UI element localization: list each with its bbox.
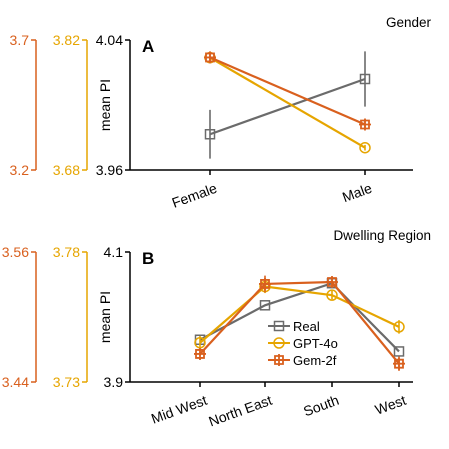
series-gem2f bbox=[204, 51, 371, 131]
panel-b-dwelling-region: 3.56 3.44 3.78 3.73 4.1 3.9 mean PI B Dwelling R… bbox=[2, 228, 431, 429]
legend-label: Gem-2f bbox=[293, 353, 337, 368]
data-point bbox=[393, 321, 405, 333]
data-point bbox=[393, 346, 405, 357]
secondary-axis-gpt4o: 3.82 3.68 bbox=[53, 32, 88, 178]
data-point bbox=[194, 336, 206, 349]
series-line bbox=[209, 56, 366, 149]
secondary-axis-bottom-label: 3.2 bbox=[10, 162, 30, 178]
panel-letter: A bbox=[142, 37, 154, 56]
secondary-axis-top-label: 3.78 bbox=[53, 244, 80, 260]
x-tick-label: Female bbox=[170, 180, 220, 211]
series-line bbox=[199, 285, 400, 344]
secondary-axis-bottom-label: 3.73 bbox=[53, 374, 80, 390]
y-tick-label: 4.1 bbox=[104, 244, 124, 260]
series-line bbox=[199, 280, 400, 365]
secondary-axis-top-label: 3.82 bbox=[53, 32, 80, 48]
series-gem2f bbox=[194, 275, 405, 371]
y-tick-label: 3.9 bbox=[104, 374, 124, 390]
secondary-axis-gem2f: 3.56 3.44 bbox=[2, 244, 37, 390]
data-point bbox=[359, 141, 371, 154]
data-point bbox=[326, 276, 338, 289]
data-point bbox=[359, 118, 371, 131]
panel-a-gender: 3.7 3.2 3.82 3.68 4.04 3.96 mean PI A Gender Fema… bbox=[10, 15, 432, 211]
y-tick-label: 3.96 bbox=[96, 162, 123, 178]
legend-marker bbox=[273, 354, 285, 366]
legend-item-gem2f: Gem-2f bbox=[268, 353, 337, 368]
data-point bbox=[204, 51, 216, 64]
x-tick-label: North East bbox=[206, 392, 274, 430]
x-tick-label: West bbox=[373, 392, 408, 418]
series-line bbox=[199, 281, 400, 353]
legend: Real GPT-4o Gem-2f bbox=[268, 319, 338, 368]
panel-title: Dwelling Region bbox=[333, 228, 431, 243]
series-real bbox=[204, 51, 371, 159]
legend-marker bbox=[273, 337, 285, 349]
y-axis-label: mean PI bbox=[97, 79, 113, 131]
legend-item-real: Real bbox=[268, 319, 320, 334]
secondary-axis-top-label: 3.7 bbox=[10, 32, 30, 48]
secondary-axis-bottom-label: 3.68 bbox=[53, 162, 80, 178]
y-axis-label: mean PI bbox=[97, 291, 113, 343]
series-line bbox=[209, 77, 366, 136]
secondary-axis-gpt4o: 3.78 3.73 bbox=[53, 244, 88, 390]
panel-letter: B bbox=[142, 249, 154, 268]
x-tick-label: South bbox=[301, 392, 341, 420]
data-point bbox=[393, 357, 405, 370]
x-tick-label: Male bbox=[340, 180, 374, 205]
panel-title: Gender bbox=[386, 15, 432, 30]
secondary-axis-bottom-label: 3.44 bbox=[2, 374, 29, 390]
legend-label: Real bbox=[293, 319, 320, 334]
data-point bbox=[326, 289, 338, 301]
x-tick-label: Mid West bbox=[149, 392, 209, 427]
secondary-axis-gem2f: 3.7 3.2 bbox=[10, 32, 37, 178]
data-point bbox=[359, 73, 371, 85]
legend-marker bbox=[273, 320, 285, 332]
secondary-axis-top-label: 3.56 bbox=[2, 244, 29, 260]
series-gpt4o bbox=[204, 51, 371, 154]
data-point bbox=[204, 129, 216, 140]
legend-label: GPT-4o bbox=[293, 336, 338, 351]
legend-item-gpt4o: GPT-4o bbox=[268, 336, 338, 351]
data-point bbox=[259, 277, 271, 290]
series-line bbox=[209, 56, 366, 126]
data-point bbox=[194, 347, 206, 360]
y-tick-label: 4.04 bbox=[96, 32, 123, 48]
data-point bbox=[259, 300, 271, 311]
